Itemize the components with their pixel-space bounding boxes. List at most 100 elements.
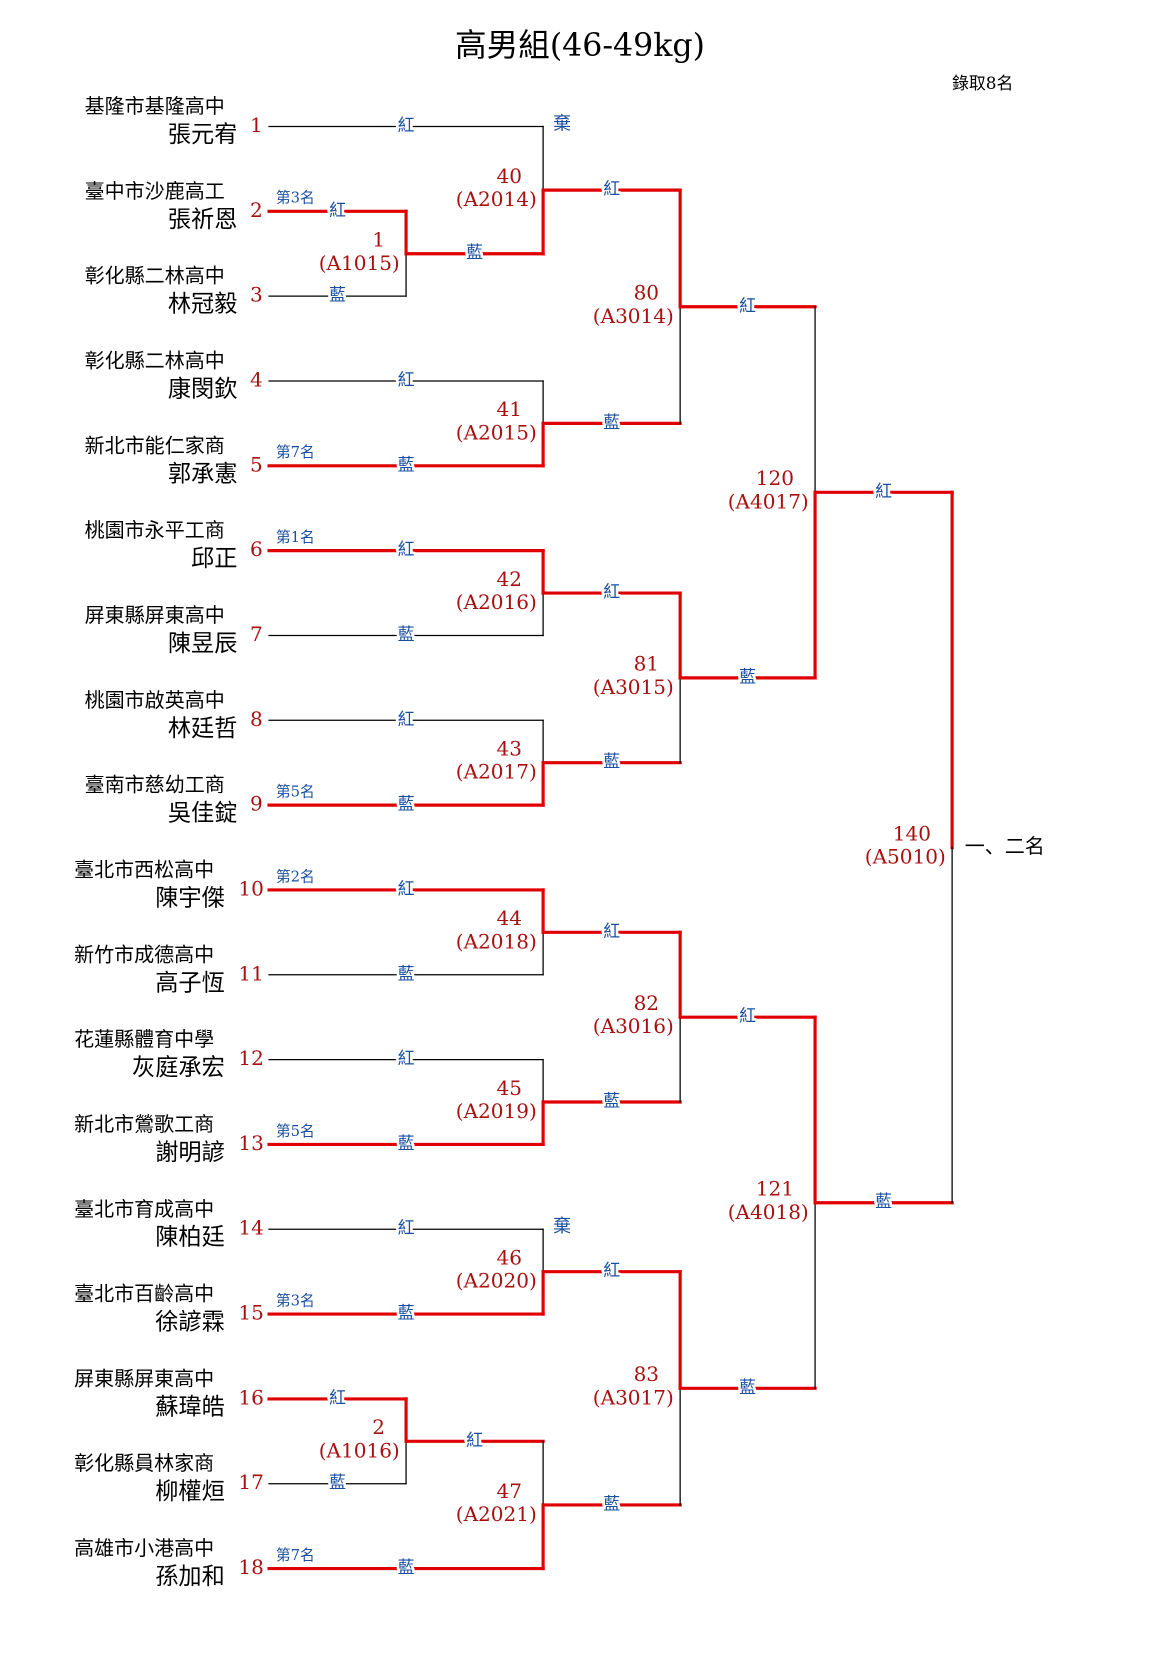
match-number: 43 <box>497 737 522 761</box>
player-name: 陳柏廷 <box>155 1224 225 1251</box>
school: 基隆市基隆高中 <box>85 94 225 118</box>
match-number: 140 <box>893 821 931 845</box>
corner-label: 藍 <box>398 454 415 474</box>
corner-label: 藍 <box>398 1303 415 1323</box>
match-code: (A2017) <box>456 760 537 784</box>
match-code: (A3017) <box>593 1385 674 1409</box>
school: 屏東縣屏東高中 <box>85 603 225 627</box>
match-number: 1 <box>372 228 385 252</box>
seed: 10 <box>238 876 263 900</box>
player-name: 張元宥 <box>168 121 238 148</box>
player-name: 陳昱辰 <box>168 630 238 657</box>
school: 新北市鶯歌工商 <box>74 1112 214 1136</box>
school: 臺北市西松高中 <box>74 857 214 881</box>
match-number: 2 <box>372 1415 385 1439</box>
corner-label: 紅 <box>398 878 415 898</box>
corner-label: 紅 <box>398 539 415 559</box>
seed: 15 <box>238 1301 263 1325</box>
corner-label: 紅 <box>398 369 415 389</box>
school: 臺南市慈幼工商 <box>85 773 225 797</box>
corner-label: 藍 <box>603 412 620 432</box>
corner-label: 藍 <box>603 1091 620 1111</box>
forfeit-note: 棄 <box>553 113 571 134</box>
corner-label: 藍 <box>398 794 415 814</box>
match-number: 44 <box>497 906 522 930</box>
forfeit-note: 棄 <box>553 1216 571 1237</box>
match-number: 121 <box>756 1177 794 1201</box>
school: 桃園市啟英高中 <box>85 688 225 712</box>
seed: 12 <box>238 1046 263 1070</box>
match-code: (A2016) <box>456 590 537 614</box>
seed: 14 <box>238 1216 263 1240</box>
match-code: (A3015) <box>593 675 674 699</box>
seed: 1 <box>250 113 263 137</box>
match-code: (A3014) <box>593 304 674 328</box>
match-code: (A1015) <box>319 251 400 275</box>
match-number: 46 <box>497 1246 522 1270</box>
school: 屏東縣屏東高中 <box>74 1366 214 1390</box>
corner-label: 紅 <box>739 295 756 315</box>
match-code: (A2020) <box>456 1269 537 1293</box>
corner-label: 紅 <box>466 1430 483 1450</box>
player-name: 徐諺霖 <box>155 1309 225 1336</box>
seed: 4 <box>250 367 263 391</box>
school: 彰化縣二林高中 <box>85 264 225 288</box>
player-name: 陳宇傑 <box>155 884 225 911</box>
corner-label: 藍 <box>329 1472 346 1492</box>
match-number: 42 <box>497 567 522 591</box>
player-name: 郭承憲 <box>168 460 238 487</box>
corner-label: 紅 <box>603 582 620 602</box>
corner-label: 藍 <box>875 1191 892 1211</box>
school: 臺北市育成高中 <box>74 1197 214 1221</box>
match-code: (A4017) <box>728 489 809 513</box>
match-code: (A4018) <box>728 1200 809 1224</box>
player-name: 康閔欽 <box>168 375 238 402</box>
school: 高雄市小港高中 <box>74 1536 214 1560</box>
corner-label: 藍 <box>398 963 415 983</box>
player-name: 孫加和 <box>155 1563 225 1590</box>
corner-label: 藍 <box>466 242 483 262</box>
school: 花蓮縣體育中學 <box>74 1027 214 1051</box>
match-number: 45 <box>497 1076 522 1100</box>
corner-label: 藍 <box>398 1133 415 1153</box>
school: 臺北市百齡高中 <box>74 1282 214 1306</box>
corner-label: 紅 <box>739 1006 756 1026</box>
rank-tag: 第7名 <box>276 1546 315 1564</box>
corner-label: 紅 <box>603 921 620 941</box>
rank-tag: 第5名 <box>276 1122 315 1140</box>
match-code: (A5010) <box>865 845 946 869</box>
rank-tag: 第3名 <box>276 189 315 207</box>
seed: 7 <box>250 622 263 646</box>
rank-tag: 第2名 <box>276 867 315 885</box>
rank-tag: 第5名 <box>276 782 315 800</box>
title: 高男組(46-49kg) <box>455 28 705 64</box>
match-number: 80 <box>634 281 659 305</box>
match-code: (A1016) <box>319 1438 400 1462</box>
seed: 6 <box>250 537 263 561</box>
match-number: 41 <box>497 397 522 421</box>
corner-label: 紅 <box>398 115 415 135</box>
player-name: 吳佳錠 <box>168 800 238 827</box>
match-number: 82 <box>634 991 659 1015</box>
player-name: 謝明諺 <box>155 1139 225 1166</box>
corner-label: 紅 <box>398 1048 415 1068</box>
player-name: 高子恆 <box>155 969 225 996</box>
seed: 16 <box>238 1385 263 1409</box>
match-code: (A2018) <box>456 929 537 953</box>
match-code: (A2019) <box>456 1099 537 1123</box>
corner-label: 藍 <box>398 1557 415 1577</box>
match-number: 81 <box>634 652 659 676</box>
school: 新竹市成德高中 <box>74 942 214 966</box>
player-name: 蘇瑋皓 <box>155 1393 225 1420</box>
player-name: 林廷哲 <box>168 715 238 742</box>
corner-label: 紅 <box>398 709 415 729</box>
school: 彰化縣二林高中 <box>85 349 225 373</box>
school: 彰化縣員林家商 <box>74 1451 214 1475</box>
seed: 18 <box>238 1555 263 1579</box>
corner-label: 藍 <box>603 1493 620 1513</box>
seed: 5 <box>250 452 263 476</box>
corner-label: 紅 <box>329 200 346 220</box>
corner-label: 藍 <box>739 1377 756 1397</box>
